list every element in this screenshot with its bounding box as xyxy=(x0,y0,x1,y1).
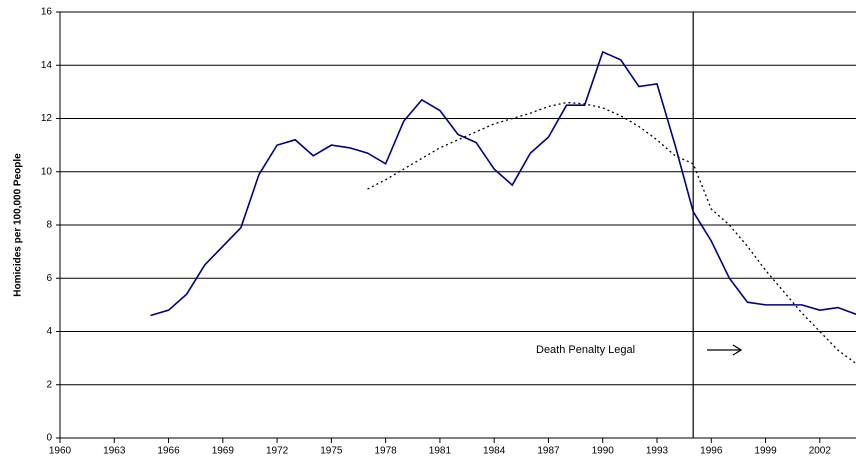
x-tick-label: 1987 xyxy=(537,446,560,457)
x-tick-label: 1993 xyxy=(646,446,669,457)
y-tick-label: 4 xyxy=(46,326,52,337)
y-tick-label: 16 xyxy=(41,7,53,18)
x-tick-label: 1978 xyxy=(375,446,398,457)
x-tick-label: 1960 xyxy=(49,446,72,457)
x-tick-label: 1984 xyxy=(483,446,506,457)
y-tick-label: 8 xyxy=(46,220,52,231)
x-tick-label: 1990 xyxy=(592,446,615,457)
y-tick-label: 2 xyxy=(46,379,52,390)
x-tick-label: 1981 xyxy=(429,446,452,457)
arrow xyxy=(707,344,743,356)
x-tick-label: 1996 xyxy=(700,446,723,457)
x-tick-label: 1963 xyxy=(103,446,126,457)
y-axis-label: Homicides per 100,000 People xyxy=(13,153,24,297)
arrow-head xyxy=(732,344,743,356)
x-tick-label: 2002 xyxy=(809,446,832,457)
line-series xyxy=(367,101,856,364)
y-tick-label: 12 xyxy=(41,113,53,124)
line-series xyxy=(150,50,856,317)
x-tick-label: 1972 xyxy=(266,446,289,457)
y-tick-label: 6 xyxy=(46,273,52,284)
x-tick-label: 1969 xyxy=(212,446,235,457)
annotation: Death Penalty Legal xyxy=(536,344,635,356)
x-tick-label: 1966 xyxy=(157,446,180,457)
y-tick-label: 14 xyxy=(41,60,53,71)
y-tick-label: 10 xyxy=(41,166,53,177)
y-tick-label: 0 xyxy=(46,433,52,444)
x-tick-label: 1999 xyxy=(754,446,777,457)
x-tick-label: 1975 xyxy=(320,446,343,457)
